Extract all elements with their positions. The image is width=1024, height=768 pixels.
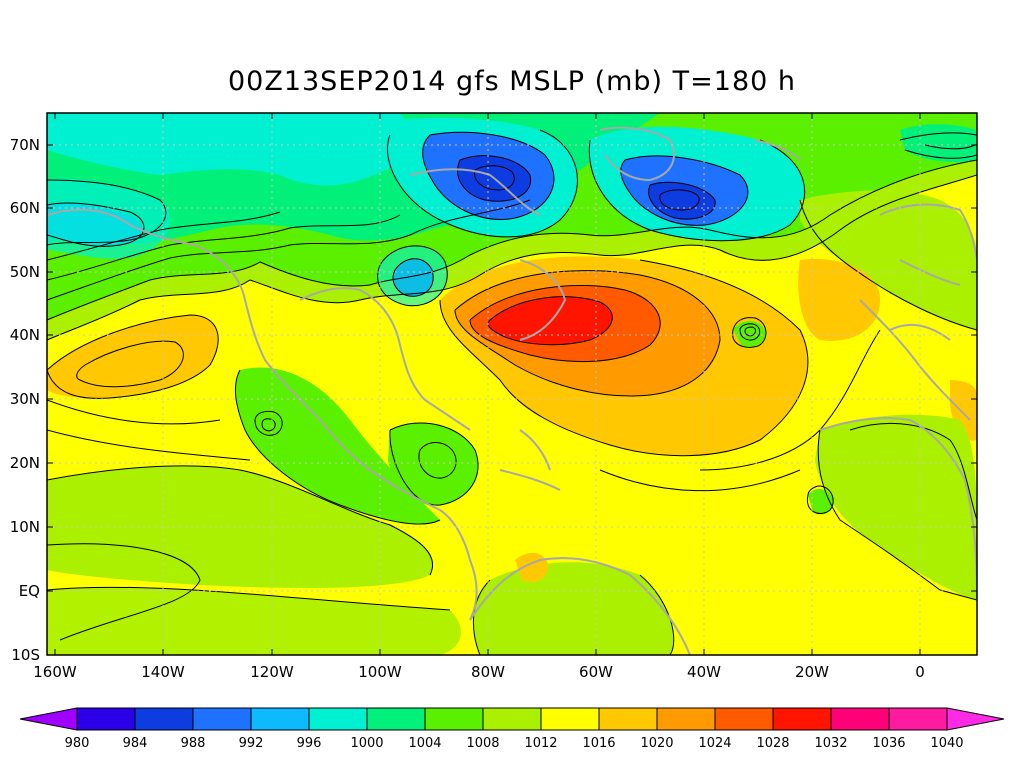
lon-tick-label: 160W: [33, 663, 77, 681]
colorbar-swatch: [250, 707, 310, 731]
epac-green: [235, 367, 440, 525]
map-field: [47, 113, 977, 655]
lat-tick-label: 40N: [10, 326, 40, 344]
colorbar-label: 1040: [930, 736, 963, 751]
colorbar-label: 1000: [350, 736, 383, 751]
chart-title: 00Z13SEP2014 gfs MSLP (mb) T=180 h: [227, 66, 797, 97]
gulf-green: [388, 422, 479, 506]
colorbar-swatch: [714, 707, 774, 731]
africa-green: [815, 414, 977, 600]
colorbar-swatch: [772, 707, 832, 731]
lat-tick-label: 50N: [10, 263, 40, 281]
colorbar-label: 1032: [814, 736, 847, 751]
lat-tick-label: 20N: [10, 454, 40, 472]
ne-atlantic-green: [800, 190, 977, 330]
colorbar-label: 1020: [640, 736, 673, 751]
colorbar: 980 984 988 992 996 1000 1004 1008 1012 1016 1020 1…: [19, 707, 1005, 751]
colorbar-label: 996: [297, 736, 322, 751]
colorbar-swatch: [366, 707, 426, 731]
colorbar-swatch: [424, 707, 484, 731]
grid: [47, 113, 977, 655]
eastpac-wide-green: [47, 587, 461, 655]
pacific-high-1020: [47, 315, 219, 399]
colorbar-swatch: [888, 707, 948, 731]
lon-tick-label: 100W: [358, 663, 402, 681]
lat-tick-label: EQ: [19, 582, 40, 600]
colorbar-label: 980: [65, 736, 90, 751]
colorbar-label: 992: [239, 736, 264, 751]
lat-tick-label: 60N: [10, 199, 40, 217]
lat-tick-label: 10N: [10, 518, 40, 536]
east-orange: [798, 259, 880, 341]
lon-tick-label: 80W: [471, 663, 505, 681]
colorbar-label: 988: [181, 736, 206, 751]
pacific-low-cyan: [47, 178, 170, 259]
colorbar-label: 1028: [756, 736, 789, 751]
colorbar-high-arrow: [946, 707, 1005, 731]
colorbar-swatch: [540, 707, 600, 731]
colorbar-swatch: [308, 707, 368, 731]
lat-tick-label: 70N: [10, 136, 40, 154]
lat-tick-label: 10S: [11, 646, 40, 664]
colorbar-swatch: [656, 707, 716, 731]
samerica-green: [473, 562, 674, 655]
colorbar-swatch: [482, 707, 542, 731]
colorbar-label: 1024: [698, 736, 731, 751]
lon-tick-label: 20W: [795, 663, 829, 681]
colorbar-swatch: [830, 707, 890, 731]
lat-tick-label: 30N: [10, 390, 40, 408]
lon-tick-label: 60W: [579, 663, 613, 681]
lon-tick-label: 120W: [250, 663, 294, 681]
colorbar-label: 1008: [466, 736, 499, 751]
longitude-axis: 160W 140W 120W 100W 80W 60W 40W 20W 0: [33, 113, 925, 681]
lon-tick-label: 140W: [141, 663, 185, 681]
isobars: [47, 129, 977, 655]
colorbar-swatch: [134, 707, 194, 731]
colorbar-swatch: [192, 707, 252, 731]
colorbar-label: 1004: [408, 736, 441, 751]
colorbar-label: 984: [123, 736, 148, 751]
latitude-axis: 70N 60N 50N 40N 30N 20N 10N EQ 10S: [10, 136, 977, 664]
colorbar-low-arrow: [19, 707, 78, 731]
north-teal: [47, 113, 420, 186]
colorbar-swatch: [76, 707, 136, 731]
map-frame: [46, 112, 978, 656]
lon-tick-label: 40W: [687, 663, 721, 681]
colorbar-label: 1036: [872, 736, 905, 751]
ne-atlantic-teal: [900, 124, 977, 162]
lon-tick-label: 0: [915, 663, 925, 681]
colorbar-label: 1016: [582, 736, 615, 751]
colorbar-label: 1012: [524, 736, 557, 751]
colorbar-swatch: [598, 707, 658, 731]
coastlines: [47, 126, 977, 655]
